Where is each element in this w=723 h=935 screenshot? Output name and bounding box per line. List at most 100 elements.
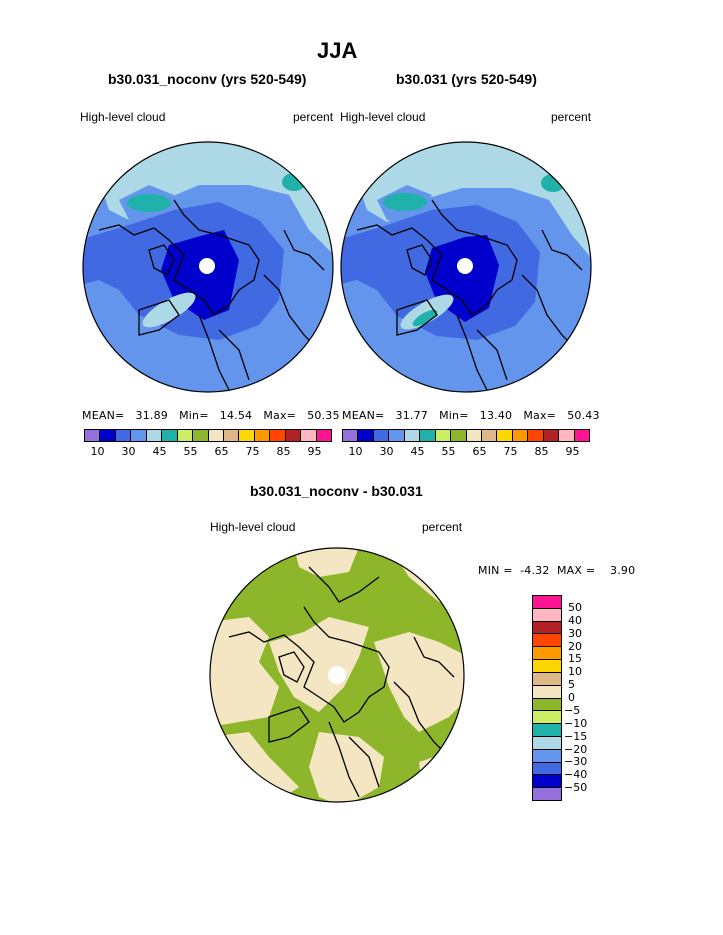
colorbar-swatch	[270, 430, 286, 441]
min-value: 14.54	[219, 409, 253, 422]
colorbar-swatch	[404, 430, 421, 441]
colorbar-swatch	[533, 711, 561, 725]
colorbar-tick-label: 20	[568, 639, 582, 653]
colorbar-tick-label: 65	[472, 445, 487, 458]
panel-right-field: High-level cloud	[340, 110, 426, 124]
colorbar-swatch	[466, 430, 482, 441]
mean-label: MEAN=	[342, 409, 385, 422]
colorbar-swatch	[533, 621, 561, 635]
colorbar-tick-label: 40	[568, 613, 582, 627]
diff-title: b30.031_noconv - b30.031	[250, 483, 423, 499]
colorbar-swatch	[533, 634, 561, 648]
max-value: 50.35	[307, 409, 340, 422]
colorbar-tick-label: 85	[534, 445, 549, 458]
panel-left-stats: MEAN= 31.89 Min= 14.54 Max= 50.35	[82, 409, 340, 422]
colorbar-swatch	[420, 430, 436, 441]
max-value: 50.43	[567, 409, 600, 422]
diff-max-label: MAX =	[556, 564, 596, 577]
colorbar-swatch	[100, 430, 116, 441]
colorbar-swatch	[146, 430, 163, 441]
colorbar-swatch	[533, 608, 561, 622]
colorbar-swatch	[533, 647, 561, 661]
min-label: Min=	[439, 409, 469, 422]
colorbar-swatch	[512, 430, 529, 441]
colorbar-swatch	[533, 698, 561, 712]
colorbar-swatch	[223, 430, 240, 441]
colorbar-swatch	[533, 749, 561, 763]
colorbar-right	[342, 429, 590, 442]
colorbar-swatch	[533, 660, 561, 673]
colorbar-tick-label: 75	[503, 445, 518, 458]
max-label: Max=	[263, 409, 297, 422]
panel-left-units: percent	[293, 110, 334, 124]
colorbar-swatch	[533, 762, 561, 776]
colorbar-tick-label: −15	[564, 729, 588, 743]
colorbar-tick-label: −10	[564, 716, 588, 730]
panel-right-stats: MEAN= 31.77 Min= 13.40 Max= 50.43	[342, 409, 600, 422]
mean-label: MEAN=	[82, 409, 125, 422]
colorbar-swatch	[285, 430, 302, 441]
colorbar-swatch	[343, 430, 359, 441]
min-value: 13.40	[479, 409, 513, 422]
colorbar-swatch	[497, 430, 513, 441]
panel-left-field: High-level cloud	[80, 110, 166, 124]
colorbar-swatch	[574, 430, 589, 441]
colorbar-swatch	[316, 430, 331, 441]
diff-field: High-level cloud	[210, 520, 296, 534]
colorbar-swatch	[177, 430, 194, 441]
colorbar-tick-label: 15	[568, 652, 582, 666]
colorbar-tick-label: 10	[348, 445, 363, 458]
colorbar-swatch	[373, 430, 390, 441]
colorbar-tick-label: 30	[568, 626, 582, 640]
colorbar-swatch	[239, 430, 255, 441]
colorbar-tick-label: 75	[245, 445, 260, 458]
colorbar-tick-label: 30	[379, 445, 394, 458]
colorbar-swatch	[208, 430, 224, 441]
diff-min-label: MIN =	[478, 564, 513, 577]
colorbar-swatch	[451, 430, 467, 441]
diff-units: percent	[422, 520, 463, 534]
colorbar-tick-label: 45	[152, 445, 167, 458]
polar-map-diff	[209, 547, 465, 803]
max-label: Max=	[523, 409, 557, 422]
colorbar-tick-label: 0	[568, 691, 575, 704]
colorbar-tick-label: 30	[121, 445, 136, 458]
colorbar-swatch	[559, 430, 575, 441]
mean-value: 31.77	[395, 409, 429, 422]
colorbar-tick-label: −50	[564, 781, 588, 795]
colorbar-tick-label: 10	[568, 665, 582, 679]
colorbar-swatch	[533, 724, 561, 737]
polar-map-left	[82, 141, 334, 393]
colorbar-tick-label: −30	[564, 755, 588, 769]
colorbar-diff	[532, 595, 562, 801]
colorbar-swatch	[254, 430, 271, 441]
panel-right-title: b30.031 (yrs 520-549)	[396, 71, 537, 87]
colorbar-swatch	[533, 775, 561, 789]
colorbar-swatch	[115, 430, 132, 441]
colorbar-swatch	[533, 596, 561, 609]
colorbar-swatch	[533, 685, 561, 699]
colorbar-tick-label: 10	[90, 445, 105, 458]
diff-max-value: 3.90	[610, 564, 636, 577]
colorbar-tick-label: 55	[183, 445, 198, 458]
polar-map-right	[340, 141, 592, 393]
colorbar-tick-label: 65	[214, 445, 229, 458]
colorbar-swatch	[85, 430, 101, 441]
colorbar-tick-label: 85	[276, 445, 291, 458]
colorbar-swatch	[481, 430, 498, 441]
colorbar-swatch	[131, 430, 147, 441]
colorbar-tick-label: −40	[564, 768, 588, 782]
colorbar-swatch	[543, 430, 560, 441]
mean-value: 31.89	[135, 409, 169, 422]
colorbar-left	[84, 429, 332, 442]
colorbar-tick-label: 5	[568, 678, 575, 692]
diff-minmax: MIN = -4.32 MAX = 3.90	[478, 564, 635, 577]
panel-right-units: percent	[551, 110, 592, 124]
colorbar-swatch	[533, 672, 561, 686]
colorbar-swatch	[533, 788, 561, 800]
colorbar-swatch	[358, 430, 374, 441]
colorbar-swatch	[435, 430, 452, 441]
colorbar-swatch	[193, 430, 209, 441]
colorbar-swatch	[162, 430, 178, 441]
diff-min-value: -4.32	[520, 564, 550, 577]
